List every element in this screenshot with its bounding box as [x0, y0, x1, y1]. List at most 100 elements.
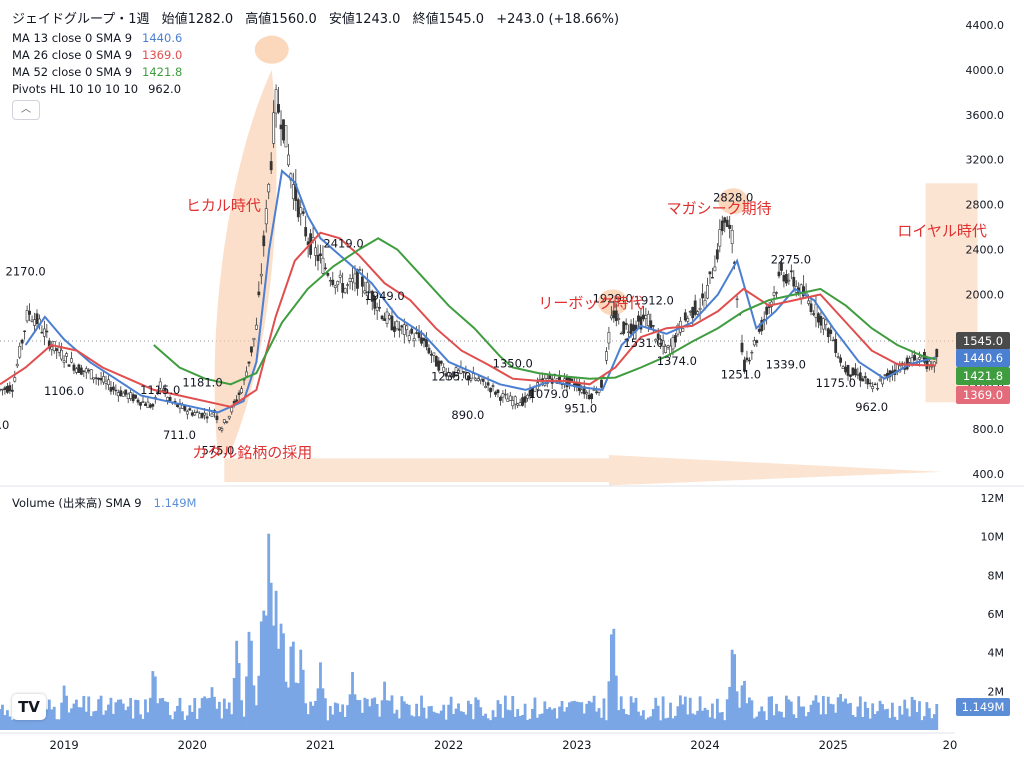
candle-body — [319, 253, 322, 256]
candle-body — [18, 346, 22, 358]
candle-body — [434, 356, 438, 367]
volume-bar — [797, 696, 801, 730]
volume-bar — [802, 706, 806, 730]
volume-bar — [284, 681, 288, 730]
volume-bar — [817, 702, 820, 730]
candle-body — [227, 415, 231, 419]
candle-body — [513, 396, 517, 405]
volume-bar — [230, 714, 234, 730]
candle-body — [425, 339, 428, 348]
symbol-title[interactable]: ジェイドグループ・1週 — [12, 12, 150, 27]
candle-body — [469, 378, 473, 381]
price-tick-label: 4000.0 — [966, 64, 1005, 77]
candle-body — [129, 392, 133, 399]
volume-bar — [62, 685, 66, 730]
volume-bar — [380, 700, 384, 730]
volume-bar — [814, 695, 818, 730]
candle-body — [427, 347, 431, 354]
volume-bar — [913, 699, 916, 730]
volume-bar — [168, 715, 172, 730]
candle-body — [119, 390, 123, 397]
volume-bar — [346, 705, 349, 730]
legend-ma13[interactable]: MA 13 close 0 SMA 9 1440.6 — [12, 31, 182, 45]
candle-body — [291, 184, 295, 200]
candle-body — [688, 310, 692, 313]
candle-body — [844, 366, 847, 373]
volume-bar — [430, 706, 433, 730]
candle-body — [819, 316, 823, 326]
legend-ma52[interactable]: MA 52 close 0 SMA 9 1421.8 — [12, 65, 182, 79]
volume-bar — [844, 698, 847, 730]
volume-bar — [153, 676, 157, 730]
candle-body — [67, 364, 71, 367]
volume-tick-label: 2M — [988, 685, 1005, 698]
candle-body — [375, 306, 379, 311]
candle-body — [775, 292, 778, 294]
volume-bar — [646, 717, 650, 730]
volume-bar — [486, 718, 490, 730]
candle-body — [267, 184, 271, 193]
peak-circle — [254, 35, 289, 64]
legend-ma26[interactable]: MA 26 close 0 SMA 9 1369.0 — [12, 48, 182, 62]
candle-body — [782, 275, 786, 282]
volume-bar — [365, 699, 369, 730]
volume-bar — [57, 719, 61, 730]
volume-bar — [134, 699, 137, 730]
volume-bar — [420, 695, 423, 730]
candle-body — [666, 345, 670, 348]
legend-ma13-label: MA 13 close 0 SMA 9 — [12, 31, 133, 45]
volume-bar — [232, 677, 236, 730]
volume-bar — [242, 716, 246, 730]
volume-bar — [385, 700, 389, 730]
volume-bar — [715, 698, 719, 730]
candle-body — [471, 373, 475, 379]
tradingview-logo-icon[interactable]: TV — [12, 694, 46, 720]
candle-body — [918, 357, 921, 360]
volume-bar — [915, 712, 919, 730]
volume-bar — [903, 699, 907, 730]
volume-bar — [582, 713, 586, 730]
chevron-up-icon[interactable]: ︿ — [12, 100, 40, 120]
volume-bar — [799, 706, 803, 730]
volume-bar — [856, 706, 860, 730]
volume-bar — [750, 700, 754, 730]
candle-body — [651, 325, 655, 327]
volume-bar — [794, 717, 798, 730]
volume-bar — [809, 704, 813, 730]
volume-bar — [890, 702, 894, 730]
candle-body — [821, 318, 825, 330]
candle-body — [35, 313, 39, 325]
candle-body — [415, 332, 419, 334]
volume-legend[interactable]: Volume (出来高) SMA 9 1.149M — [12, 495, 196, 511]
legend-pivots[interactable]: Pivots HL 10 10 10 10 962.0 — [12, 82, 181, 96]
volume-bar — [252, 685, 256, 730]
candle-body — [151, 403, 155, 407]
volume-bar — [728, 686, 732, 730]
volume-bar — [511, 696, 515, 730]
volume-bar — [250, 640, 253, 730]
candle-body — [765, 306, 769, 315]
volume-bar — [439, 710, 443, 730]
volume-bar — [213, 696, 216, 730]
volume-bar — [706, 709, 709, 730]
volume-bar — [632, 702, 635, 730]
candle-body — [326, 272, 330, 276]
pivot-label: 1235.0 — [431, 369, 471, 383]
volume-bar — [629, 696, 633, 730]
volume-bar — [75, 699, 78, 730]
volume-tick-label: 6M — [988, 608, 1005, 621]
candle-body — [624, 322, 628, 326]
volume-bar — [331, 714, 335, 730]
volume-bar — [336, 703, 340, 730]
volume-bar — [614, 675, 618, 730]
candle-body — [646, 313, 650, 327]
candle-body — [627, 331, 631, 333]
volume-bar — [558, 706, 561, 730]
candle-body — [346, 284, 349, 286]
candle-body — [131, 394, 135, 402]
annotation-label: ヒカル時代 — [186, 196, 261, 214]
legend-pivots-value: 962.0 — [148, 82, 182, 96]
volume-bar — [834, 712, 838, 730]
volume-bar — [146, 712, 150, 730]
